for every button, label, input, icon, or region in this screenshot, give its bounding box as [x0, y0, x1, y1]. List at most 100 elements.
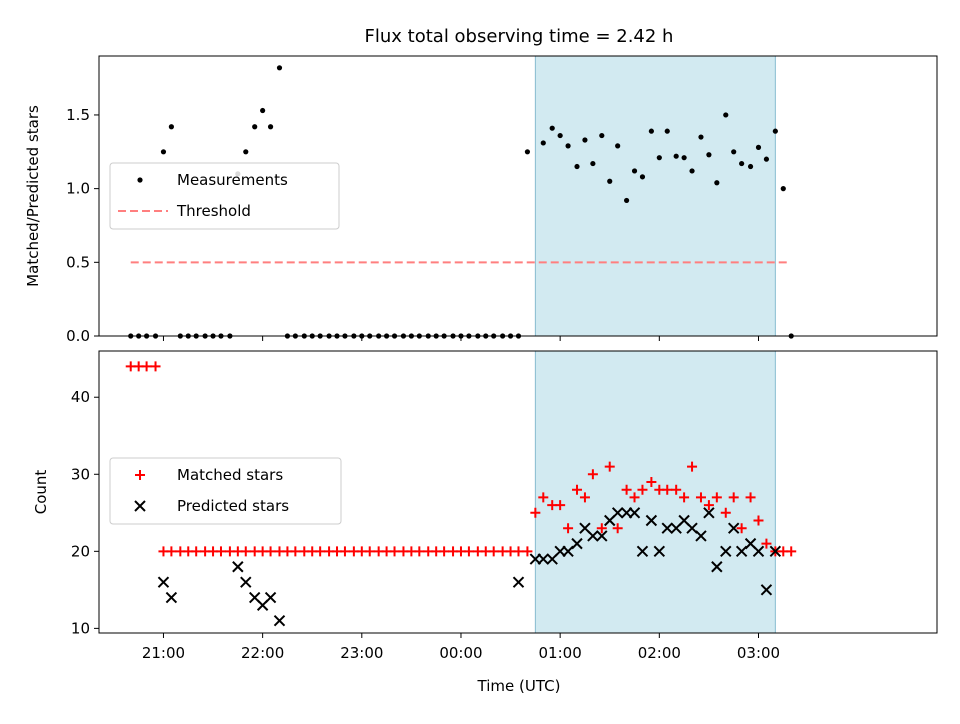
plot-frame	[98, 350, 938, 634]
matched-star-marker	[488, 546, 499, 557]
legend-label: Measurements	[177, 171, 288, 189]
x-tick-label: 21:00	[142, 644, 185, 662]
x-tick-label: 23:00	[340, 644, 383, 662]
measurement-point	[243, 149, 249, 155]
x-tick-label: 02:00	[638, 644, 681, 662]
predicted-star-marker	[752, 545, 765, 558]
matched-star-marker	[596, 523, 607, 534]
measurement-point	[574, 163, 580, 170]
measurement-point	[607, 178, 613, 184]
matched-star-marker	[290, 546, 301, 557]
measurement-point	[631, 168, 638, 174]
matched-star-marker	[439, 546, 450, 557]
matched-star-marker	[364, 546, 375, 557]
predicted-star-marker	[611, 507, 624, 519]
matched-star-marker	[191, 546, 202, 557]
predicted-star-marker	[537, 553, 549, 565]
x-tick-label: 03:00	[737, 644, 780, 662]
matched-star-marker	[315, 546, 326, 557]
measurement-point	[706, 152, 712, 158]
predicted-star-marker	[703, 507, 715, 519]
matched-star-marker	[646, 476, 657, 487]
y-axis-label: Count	[32, 470, 50, 515]
matched-star-marker	[522, 546, 533, 557]
measurement-point	[681, 155, 687, 161]
matched-star-marker	[555, 500, 566, 511]
observing-window-shade	[534, 350, 776, 634]
y-tick-label: 20	[71, 542, 90, 560]
matched-star-marker	[587, 469, 598, 480]
measurement-point	[582, 137, 588, 143]
chart-title: Flux total observing time = 2.42 h	[365, 26, 674, 47]
measurement-point	[673, 153, 679, 159]
predicted-star-marker	[653, 545, 666, 558]
matched-star-marker	[637, 484, 648, 495]
measurement-point	[160, 149, 167, 155]
measurement-point	[780, 186, 786, 192]
measurement-point	[549, 125, 555, 131]
legend-label: Threshold	[176, 202, 251, 220]
y-tick-label: 0.0	[66, 327, 90, 345]
legend-label: Matched stars	[177, 466, 283, 484]
y-tick-label: 10	[71, 619, 90, 637]
measurement-point	[557, 132, 563, 139]
matched-star-marker	[703, 500, 714, 511]
matched-star-marker	[612, 523, 623, 534]
measurement-point	[714, 180, 720, 186]
matched-star-marker	[786, 546, 797, 557]
measurement-point	[276, 65, 283, 71]
measurement-point	[763, 156, 770, 162]
legend-swatch	[134, 500, 146, 512]
matched-star-marker	[662, 484, 673, 495]
panel-bottom: 21:00 22:00 23:00 00:00 01:00 02:00 03:00 10 20 3…	[32, 350, 938, 662]
measurement-point	[540, 140, 546, 146]
matched-star-marker	[671, 484, 682, 495]
measurement-point	[689, 168, 695, 174]
measurement-point	[599, 132, 605, 139]
matched-star-marker	[579, 492, 590, 503]
measurement-point	[615, 143, 621, 149]
observing-window-shade	[534, 55, 776, 337]
matched-star-marker	[711, 492, 722, 503]
matched-star-marker	[687, 461, 698, 472]
predicted-star-marker	[512, 576, 525, 588]
matched-star-marker	[166, 546, 177, 557]
predicted-star-marker	[695, 530, 707, 542]
panel-top: 0.0 0.5 1.0 1.5 Matched/Predicted stars Measu…	[24, 55, 938, 345]
matched-star-marker	[761, 538, 772, 549]
measurement-point	[731, 149, 737, 155]
legend-box	[109, 457, 342, 525]
matched-star-marker	[679, 492, 690, 503]
matched-star-marker	[736, 523, 747, 534]
matched-star-marker	[572, 484, 583, 495]
predicted-star-marker	[240, 576, 252, 588]
y-axis-label: Matched/Predicted stars	[24, 105, 42, 287]
x-tick-label: 01:00	[539, 644, 582, 662]
legend-label: Predicted stars	[177, 497, 289, 515]
measurement-point	[252, 124, 258, 130]
measurement-point	[772, 128, 778, 134]
y-tick-label: 30	[71, 465, 90, 483]
predicted-star-marker	[645, 514, 658, 527]
x-tick-label: 00:00	[439, 644, 482, 662]
matched-star-marker	[604, 461, 615, 472]
matched-star-marker	[629, 492, 640, 503]
measurement-point	[260, 107, 266, 114]
y-tick-label: 1.0	[66, 180, 90, 198]
matched-star-marker	[745, 492, 756, 503]
measurement-point	[565, 143, 571, 149]
measurement-point	[656, 155, 662, 161]
predicted-star-marker	[587, 530, 599, 542]
matched-star-marker	[414, 546, 425, 557]
measurement-point	[664, 128, 670, 134]
matched-star-marker	[695, 492, 706, 503]
matched-star-marker	[513, 546, 524, 557]
matched-star-marker	[141, 361, 152, 372]
plot-frame	[98, 55, 938, 337]
predicted-star-marker	[596, 530, 608, 542]
matched-star-marker	[563, 523, 574, 534]
y-tick-label: 1.5	[66, 106, 90, 124]
predicted-star-marker	[636, 545, 649, 558]
predicted-star-marker	[232, 561, 244, 573]
